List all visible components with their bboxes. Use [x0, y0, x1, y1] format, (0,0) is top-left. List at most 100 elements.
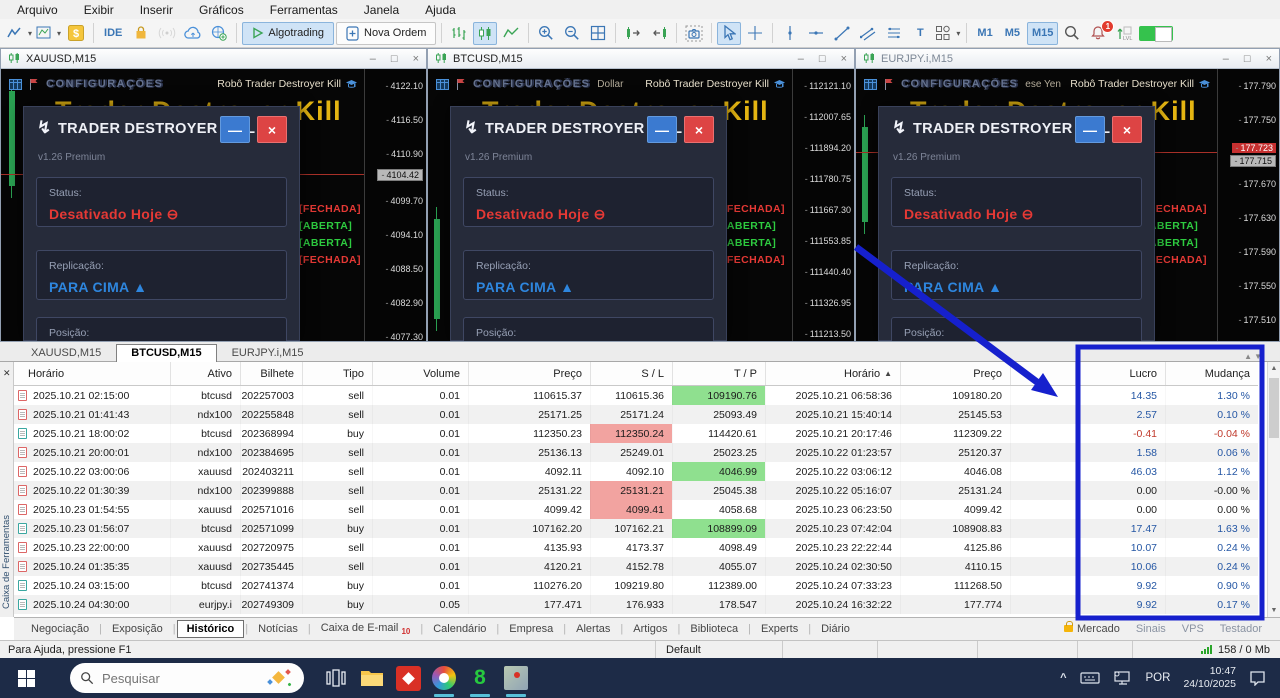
- column-header-3[interactable]: Tipo: [302, 362, 372, 385]
- history-row-1[interactable]: 2025.10.21 01:41:43 ndx100 202255848 sell 0.…: [14, 405, 1258, 424]
- indicator-window-icon[interactable]: ▾: [35, 22, 62, 45]
- menu-4[interactable]: Ferramentas: [269, 2, 338, 17]
- history-row-4[interactable]: 2025.10.22 03:00:06 xauusd 202403211 sell 0.…: [14, 462, 1258, 481]
- flag-icon[interactable]: [884, 78, 894, 90]
- window-close-icon[interactable]: ×: [840, 52, 847, 65]
- window-minimize-icon[interactable]: –: [1222, 52, 1229, 65]
- panel-minimize-button[interactable]: —: [1075, 116, 1105, 143]
- bottom-tab-10[interactable]: Experts: [760, 623, 799, 635]
- status-profile[interactable]: Default: [655, 641, 782, 658]
- history-row-3[interactable]: 2025.10.21 20:00:01 ndx100 202384695 sell 0.…: [14, 443, 1258, 462]
- menu-2[interactable]: Inserir: [139, 2, 174, 17]
- start-button[interactable]: [8, 658, 44, 698]
- algotrading-toggle[interactable]: [1138, 22, 1174, 45]
- language-indicator[interactable]: POR: [1145, 672, 1171, 684]
- line-chart-icon[interactable]: [499, 22, 523, 45]
- copilot-sparkle-icon[interactable]: [266, 669, 292, 688]
- levels-icon[interactable]: LVL: [1112, 22, 1136, 45]
- column-header-11[interactable]: Lucro: [1075, 362, 1165, 385]
- history-row-5[interactable]: 2025.10.22 01:30:39 ndx100 202399888 sell 0.…: [14, 481, 1258, 500]
- menu-5[interactable]: Janela: [363, 2, 400, 17]
- paint-app-icon[interactable]: [426, 658, 462, 698]
- panel-minimize-button[interactable]: —: [647, 116, 677, 143]
- vertical-line-icon[interactable]: [778, 22, 802, 45]
- market-bag-icon[interactable]: [129, 22, 153, 45]
- quotes-table-icon[interactable]: [436, 78, 449, 90]
- bottom-tab-1[interactable]: Exposição: [111, 623, 163, 635]
- column-header-4[interactable]: Volume: [372, 362, 468, 385]
- chart-tab-2[interactable]: EURJPY.i,M15: [231, 347, 304, 359]
- horizontal-line-icon[interactable]: [804, 22, 828, 45]
- timeframe-m5-button[interactable]: M5: [1004, 27, 1020, 39]
- tab-scroll-icons[interactable]: ▲▼: [1244, 352, 1264, 361]
- ea-panel[interactable]: ↯ TRADER DESTROYER KILL — × v1.26 Premiu…: [450, 106, 727, 341]
- crosshair-icon[interactable]: [743, 22, 767, 45]
- bottom-tab-6[interactable]: Empresa: [509, 623, 554, 635]
- menu-6[interactable]: Ajuda: [425, 2, 456, 17]
- quotes-table-icon[interactable]: [9, 78, 22, 90]
- panel-minimize-button[interactable]: —: [220, 116, 250, 143]
- right-link-3[interactable]: Testador: [1219, 623, 1262, 635]
- window-maximize-icon[interactable]: □: [1243, 52, 1251, 65]
- history-row-7[interactable]: 2025.10.23 01:56:07 btcusd 202571099 buy 0.0…: [14, 519, 1258, 538]
- text-tool-button[interactable]: T: [917, 27, 924, 39]
- column-header-2[interactable]: Bilhete: [240, 362, 302, 385]
- shapes-icon[interactable]: ▾: [934, 22, 961, 45]
- nova-ordem-button[interactable]: Nova Ordem: [336, 21, 437, 45]
- chart-type-icon[interactable]: ▾: [6, 22, 33, 45]
- chart-window-titlebar[interactable]: XAUUSD,M15 – □ ×: [1, 49, 426, 69]
- bottom-tab-4[interactable]: Caixa de E-mail 10: [320, 621, 411, 637]
- scroll-thumb[interactable]: [1269, 378, 1279, 438]
- column-header-0[interactable]: Horário: [28, 367, 65, 380]
- flag-icon[interactable]: [29, 78, 39, 90]
- search-icon[interactable]: [1060, 22, 1084, 45]
- menu-1[interactable]: Exibir: [83, 2, 114, 17]
- notification-center-icon[interactable]: [1249, 670, 1266, 686]
- taskbar-clock[interactable]: 10:47 24/10/2025: [1183, 665, 1236, 691]
- chart-tab-0[interactable]: XAUUSD,M15: [31, 347, 102, 359]
- app-8-icon[interactable]: 8: [462, 658, 498, 698]
- channel-icon[interactable]: [856, 22, 880, 45]
- history-row-8[interactable]: 2025.10.23 22:00:00 xauusd 202720975 sell 0.…: [14, 538, 1258, 557]
- quotes-table-icon[interactable]: [864, 78, 877, 90]
- history-row-9[interactable]: 2025.10.24 01:35:35 xauusd 202735445 sell 0.…: [14, 557, 1258, 576]
- tile-windows-icon[interactable]: [586, 22, 610, 45]
- chart-window-EURJPY.i,M15[interactable]: EURJPY.i,M15 – □ × CONFIGURAÇÕES ese Yen R…: [855, 48, 1280, 342]
- network-tray-icon[interactable]: [1113, 670, 1133, 686]
- close-toolbox-icon[interactable]: ✕: [3, 368, 11, 378]
- bottom-tab-3[interactable]: Notícias: [258, 623, 298, 635]
- ide-button[interactable]: IDE: [104, 27, 123, 39]
- screenshot-camera-icon[interactable]: [682, 22, 706, 45]
- scroll-up-icon[interactable]: ▲: [1270, 365, 1278, 372]
- cloud-sync-icon[interactable]: [181, 22, 205, 45]
- window-minimize-icon[interactable]: –: [369, 52, 376, 65]
- column-header-5[interactable]: Preço: [468, 362, 590, 385]
- panel-close-button[interactable]: ×: [684, 116, 714, 143]
- history-row-0[interactable]: 2025.10.21 02:15:00 btcusd 202257003 sell 0.…: [14, 386, 1258, 405]
- column-header-6[interactable]: S / L: [590, 362, 672, 385]
- ea-panel[interactable]: ↯ TRADER DESTROYER KILL — × v1.26 Premiu…: [23, 106, 300, 341]
- panel-close-button[interactable]: ×: [257, 116, 287, 143]
- bottom-tab-0[interactable]: Negociação: [31, 623, 90, 635]
- tray-expand-icon[interactable]: ^: [1060, 672, 1067, 684]
- history-row-11[interactable]: 2025.10.24 04:30:00 eurjpy.i 202749309 buy 0…: [14, 595, 1258, 614]
- chart-canvas[interactable]: CONFIGURAÇÕES Robô Trader Destroyer Kill…: [1, 69, 426, 341]
- window-maximize-icon[interactable]: □: [818, 52, 826, 65]
- task-view-icon[interactable]: [318, 658, 354, 698]
- notifications-bell-icon[interactable]: 1: [1086, 19, 1115, 45]
- bottom-tab-11[interactable]: Diário: [821, 623, 850, 635]
- maps-app-icon[interactable]: [498, 658, 534, 698]
- keyboard-tray-icon[interactable]: [1079, 671, 1100, 685]
- column-header-12[interactable]: Mudança: [1165, 362, 1258, 385]
- column-header-7[interactable]: T / P: [672, 362, 765, 385]
- fibonacci-icon[interactable]: [882, 22, 906, 45]
- column-header-8[interactable]: Horário ▲: [765, 362, 900, 385]
- anydesk-icon[interactable]: [390, 658, 426, 698]
- column-header-10[interactable]: [1010, 362, 1075, 385]
- chart-window-XAUUSD,M15[interactable]: XAUUSD,M15 – □ × CONFIGURAÇÕES Robô Trader…: [0, 48, 427, 342]
- chart-window-BTCUSD,M15[interactable]: BTCUSD,M15 – □ × CONFIGURAÇÕES Dollar Robô…: [427, 48, 855, 342]
- file-explorer-icon[interactable]: [354, 658, 390, 698]
- search-input[interactable]: [102, 670, 222, 686]
- signal-icon[interactable]: [155, 22, 179, 45]
- history-row-2[interactable]: 2025.10.21 18:00:02 btcusd 202368994 buy 0.0…: [14, 424, 1258, 443]
